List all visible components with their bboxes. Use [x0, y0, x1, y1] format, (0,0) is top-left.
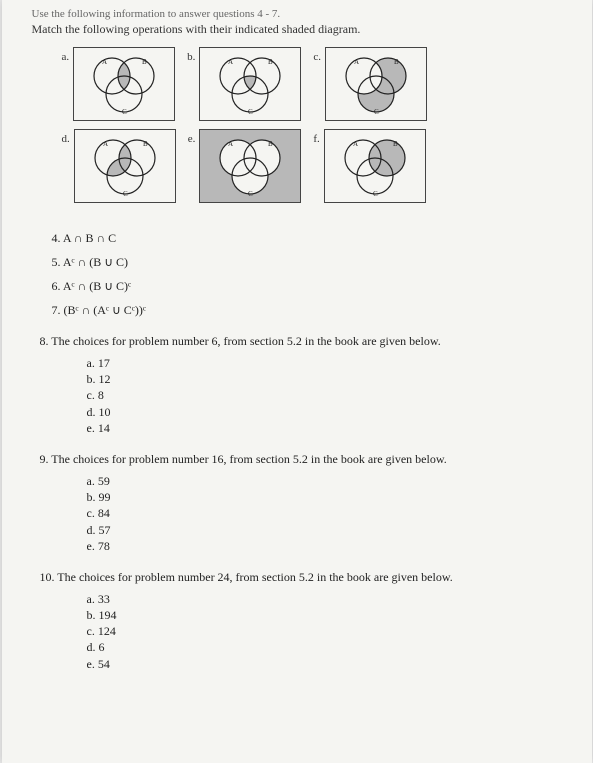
svg-text:C: C [248, 190, 253, 198]
header-line: Use the following information to answer … [32, 8, 562, 20]
q8-choice-c: c. 8 [87, 387, 562, 403]
question-10-choices: a. 33 b. 194 c. 124 d. 6 e. 54 [87, 591, 562, 672]
venn-cell-c: c. A [313, 47, 427, 121]
venn-cell-b: b. A B C [187, 47, 301, 121]
q9-choice-a: a. 59 [87, 473, 562, 489]
svg-text:B: B [142, 58, 147, 66]
q9-choice-b: b. 99 [87, 489, 562, 505]
venn-diagram-a: A B C [73, 47, 175, 121]
svg-text:B: B [394, 58, 399, 66]
venn-diagram-b: A B C [199, 47, 301, 121]
svg-text:C: C [123, 190, 128, 198]
q8-choice-b: b. 12 [87, 371, 562, 387]
venn-label-a: a. [62, 51, 70, 63]
svg-text:A: A [228, 140, 233, 148]
q9-choice-d: d. 57 [87, 522, 562, 538]
venn-row-1: a. A B C [62, 47, 562, 121]
venn-label-d: d. [62, 133, 70, 145]
q10-choice-b: b. 194 [87, 607, 562, 623]
svg-text:A: A [354, 58, 359, 66]
q10-choice-c: c. 124 [87, 623, 562, 639]
svg-text:A: A [102, 58, 107, 66]
question-8-choices: a. 17 b. 12 c. 8 d. 10 e. 14 [87, 355, 562, 436]
q8-choice-e: e. 14 [87, 420, 562, 436]
instruction-text: Match the following operations with thei… [32, 22, 562, 37]
svg-text:B: B [143, 140, 148, 148]
formula-6: 6. Aᶜ ∩ (B ∪ C)ᶜ [52, 279, 562, 294]
venn-cell-e: e. A [188, 129, 302, 203]
q8-choice-d: d. 10 [87, 404, 562, 420]
venn-diagram-f: A B C [324, 129, 426, 203]
svg-text:C: C [122, 108, 127, 116]
worksheet-page: Use the following information to answer … [2, 0, 592, 763]
venn-cell-a: a. A B C [62, 47, 176, 121]
venn-label-b: b. [187, 51, 195, 63]
venn-label-f: f. [313, 133, 319, 145]
venn-diagram-e: A B C [199, 129, 301, 203]
q9-choice-e: e. 78 [87, 538, 562, 554]
svg-text:A: A [228, 58, 233, 66]
venn-cell-f: f. A B C [313, 129, 425, 203]
svg-text:C: C [374, 108, 379, 116]
venn-diagram-c: A B C [325, 47, 427, 121]
q10-choice-a: a. 33 [87, 591, 562, 607]
venn-row-2: d. A B C [62, 129, 562, 203]
svg-text:C: C [248, 108, 253, 116]
question-8-stem: 8. The choices for problem number 6, fro… [40, 334, 562, 349]
formula-list: 4. A ∩ B ∩ C 5. Aᶜ ∩ (B ∪ C) 6. Aᶜ ∩ (B … [52, 231, 562, 318]
question-10-stem: 10. The choices for problem number 24, f… [40, 570, 562, 585]
q9-choice-c: c. 84 [87, 505, 562, 521]
svg-text:A: A [353, 140, 358, 148]
formula-5: 5. Aᶜ ∩ (B ∪ C) [52, 255, 562, 270]
q8-choice-a: a. 17 [87, 355, 562, 371]
venn-diagram-d: A B C [74, 129, 176, 203]
question-9-choices: a. 59 b. 99 c. 84 d. 57 e. 78 [87, 473, 562, 554]
svg-text:B: B [268, 140, 273, 148]
svg-text:B: B [268, 58, 273, 66]
q10-choice-d: d. 6 [87, 639, 562, 655]
venn-cell-d: d. A B C [62, 129, 176, 203]
q10-choice-e: e. 54 [87, 656, 562, 672]
svg-text:A: A [103, 140, 108, 148]
question-9-stem: 9. The choices for problem number 16, fr… [40, 452, 562, 467]
venn-label-e: e. [188, 133, 196, 145]
svg-text:C: C [373, 190, 378, 198]
svg-text:B: B [393, 140, 398, 148]
formula-7: 7. (Bᶜ ∩ (Aᶜ ∪ Cᶜ))ᶜ [52, 303, 562, 318]
formula-4: 4. A ∩ B ∩ C [52, 231, 562, 246]
venn-label-c: c. [313, 51, 321, 63]
